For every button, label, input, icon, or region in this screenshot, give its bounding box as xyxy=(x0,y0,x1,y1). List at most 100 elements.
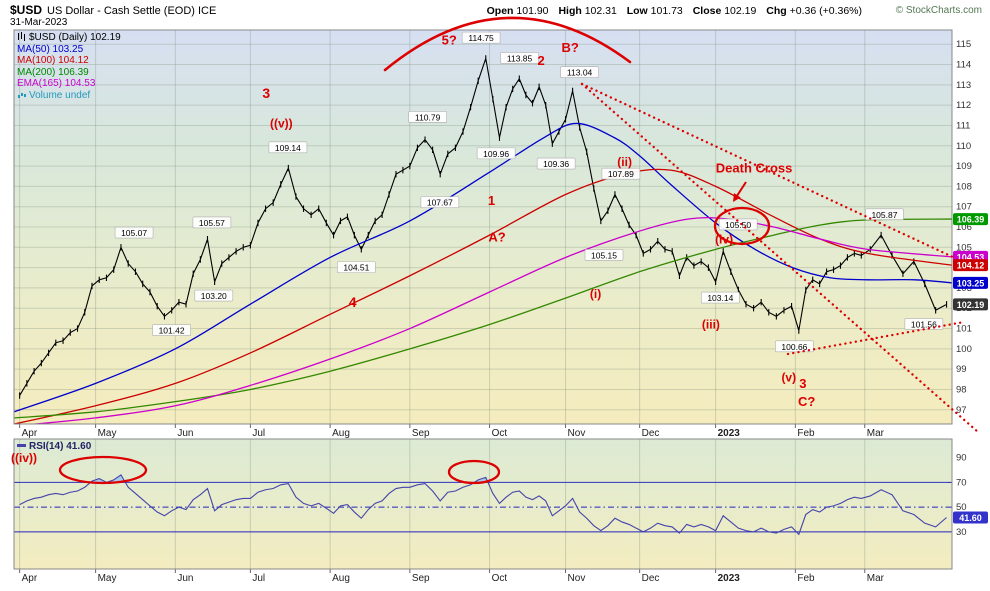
elliott-wave-label: 3 xyxy=(262,85,270,101)
highlight-ellipse xyxy=(58,455,148,485)
elliott-wave-label: 3 xyxy=(799,376,806,391)
open-label: Open xyxy=(486,5,514,17)
stockcharts-copyright-link[interactable]: © StockCharts.com xyxy=(895,5,982,16)
month-label: Jul xyxy=(252,573,265,584)
y-axis-tick-label: 105 xyxy=(956,242,972,253)
legend-volume-label: Volume undef xyxy=(29,89,91,101)
right-axis-main: 9798991001011021031041051061071081091101… xyxy=(956,39,972,416)
last-value-box: 104.12 xyxy=(957,261,985,271)
highlight-ellipse xyxy=(713,206,771,246)
last-value-box: 102.19 xyxy=(957,300,985,310)
legend-ma100-row: MA(100) 104.12 xyxy=(17,55,121,67)
price-label: 103.20 xyxy=(201,291,227,301)
y-axis-tick-label: 107 xyxy=(956,202,972,213)
month-label: Nov xyxy=(568,428,586,439)
month-label: Oct xyxy=(492,428,508,439)
price-label: 109.96 xyxy=(483,149,509,159)
legend-ema165-row: EMA(165) 104.53 xyxy=(17,78,121,90)
price-label: 107.89 xyxy=(608,169,634,179)
right-axis-rsi: 90 70 50 30 xyxy=(956,453,967,538)
price-flag-labels: 105.07 101.42 105.57 103.20 109.14 104.51 110.… xyxy=(114,31,944,353)
y-axis-tick-label: 101 xyxy=(956,324,972,335)
ma50-line xyxy=(14,122,952,413)
x-axis-labels-main: Apr May Jun Jul Aug Sep Oct Nov Dec 2023 Feb Mar xyxy=(22,428,885,439)
month-label: Dec xyxy=(642,573,660,584)
last-value-box: 106.39 xyxy=(957,215,985,225)
dotted-trendline xyxy=(580,82,957,260)
legend-ma200-label: MA(200) 106.39 xyxy=(17,66,89,78)
elliott-wave-label: B? xyxy=(562,40,579,55)
y-axis-tick-label: 97 xyxy=(956,405,967,416)
y-axis-tick-label: 108 xyxy=(956,181,972,192)
rsi-value-box: 41.60 xyxy=(959,513,982,523)
elliott-wave-label: Death Cross xyxy=(716,161,793,176)
chart-title-line: $USD US Dollar - Cash Settle (EOD) ICE xyxy=(10,3,216,17)
elliott-wave-label: 5? xyxy=(442,33,457,48)
month-label: 2023 xyxy=(718,573,741,584)
price-label: 105.87 xyxy=(871,210,897,220)
legend-ma100-label: MA(100) 104.12 xyxy=(17,55,89,66)
elliott-wave-label: ((v)) xyxy=(270,117,293,131)
elliott-wave-label: (i) xyxy=(590,287,601,301)
y-axis-tick-label: 114 xyxy=(956,60,971,71)
price-label: 113.04 xyxy=(567,68,593,78)
dotted-trendline xyxy=(580,82,980,434)
y-axis-tick-label: 110 xyxy=(956,141,971,152)
rsi-level-lines xyxy=(14,481,952,533)
death-cross-arrowhead xyxy=(733,193,741,202)
month-label: May xyxy=(98,573,117,584)
death-cross-arrow xyxy=(734,181,747,199)
price-label: 103.14 xyxy=(707,293,733,303)
month-label: Sep xyxy=(412,428,430,439)
month-label: Aug xyxy=(332,573,350,584)
rsi-axis-tick-label: 30 xyxy=(956,527,967,538)
rsi-wave-annotation: ((iv)) xyxy=(11,451,37,465)
month-label: Apr xyxy=(22,428,38,439)
y-axis-tick-label: 100 xyxy=(956,344,972,355)
month-label: Mar xyxy=(867,573,885,584)
month-label: Oct xyxy=(492,573,508,584)
y-axis-tick-label: 111 xyxy=(956,120,970,131)
month-label: Jul xyxy=(252,428,265,439)
ma100-line xyxy=(14,168,952,424)
rsi-plot-border xyxy=(13,438,953,570)
elliott-wave-label: 1 xyxy=(488,193,495,208)
y-axis-tick-label: 98 xyxy=(956,384,967,395)
ma200-line xyxy=(14,218,952,419)
y-axis-tick-label: 115 xyxy=(956,39,971,50)
month-label: Dec xyxy=(642,428,660,439)
legend-ma50-row: MA(50) 103.25 xyxy=(17,44,121,56)
y-axis-tick-label: 106 xyxy=(956,222,972,233)
legend-price-row: $USD (Daily) 102.19 xyxy=(17,32,121,44)
candlestick-series xyxy=(19,55,948,399)
open-value: 101.90 xyxy=(516,5,549,17)
legend-volume-row: Volume undef xyxy=(17,90,121,102)
price-label: 113.85 xyxy=(507,53,533,63)
price-label: 100.66 xyxy=(781,342,807,352)
price-label: 110.79 xyxy=(415,112,441,122)
low-label: Low xyxy=(626,5,648,17)
rsi-label: RSI(14) 41.60 xyxy=(29,441,92,452)
low-value: 101.73 xyxy=(650,5,683,17)
symbol: $USD xyxy=(10,3,43,17)
close-label: Close xyxy=(692,5,722,17)
legend-main-label: $USD (Daily) 102.19 xyxy=(29,32,121,43)
price-label: 101.56 xyxy=(911,319,937,329)
month-label: Apr xyxy=(22,573,38,584)
chg-label: Chg xyxy=(766,5,787,17)
high-label: High xyxy=(558,5,582,17)
ohlc-quote-line: Open 101.90 High 102.31 Low 101.73 Close… xyxy=(487,5,862,17)
rsi-line-icon xyxy=(17,444,26,447)
highlight-ellipse xyxy=(447,459,501,485)
month-label: Jun xyxy=(177,573,193,584)
elliott-wave-label: (v) xyxy=(781,370,796,384)
elliott-wave-label: C? xyxy=(798,394,815,409)
legend-ma200-row: MA(200) 106.39 xyxy=(17,67,121,79)
y-axis-tick-label: 113 xyxy=(956,80,971,91)
dotted-trendline xyxy=(786,320,966,356)
main-chart-plot-area xyxy=(14,30,952,424)
elliott-wave-label: 2 xyxy=(538,53,545,68)
symbol-description: US Dollar - Cash Settle (EOD) ICE xyxy=(47,5,217,17)
close-value: 102.19 xyxy=(724,5,757,17)
